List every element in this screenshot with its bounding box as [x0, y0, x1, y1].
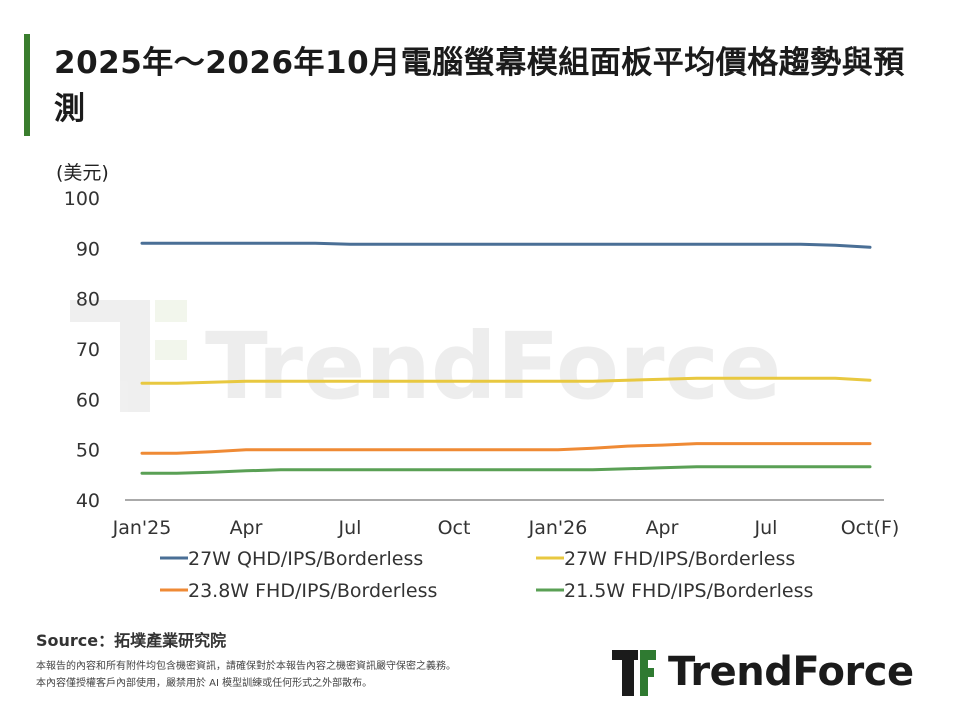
- watermark-logo-stem: [120, 322, 150, 412]
- watermark-logo-f-top: [155, 300, 187, 322]
- series-line-1: [140, 241, 872, 249]
- line-chart: TrendForce 40 50 60 70 80 90 100 Jan'25 Apr Jul O…: [64, 188, 900, 602]
- series-lines: [140, 241, 872, 475]
- x-tick-label: Jul: [338, 517, 362, 539]
- title-accent-bar: [24, 34, 30, 136]
- legend-label: 27W FHD/IPS/Borderless: [564, 548, 795, 570]
- y-tick-label: 90: [76, 238, 100, 260]
- x-tick-label: Apr: [230, 517, 263, 539]
- y-axis-unit-label: (美元): [56, 162, 109, 184]
- disclaimer-line-1: 本報告的內容和所有附件均包含機密資訊，請確保對於本報告內容之機密資訊嚴守保密之義…: [36, 661, 456, 672]
- y-tick-label: 80: [76, 289, 100, 311]
- x-tick-label: Oct(F): [841, 517, 900, 539]
- x-tick-label: Jul: [754, 517, 778, 539]
- y-tick-label: 70: [76, 339, 100, 361]
- x-tick-label: Apr: [646, 517, 679, 539]
- series-line-3: [140, 442, 872, 455]
- legend-label: 23.8W FHD/IPS/Borderless: [188, 580, 437, 602]
- x-tick-label: Jan'26: [528, 517, 588, 539]
- y-tick-label: 40: [76, 490, 100, 512]
- watermark-text: TrendForce: [205, 313, 781, 420]
- y-tick-label: 50: [76, 440, 100, 462]
- x-axis: Jan'25 Apr Jul Oct Jan'26 Apr Jul Oct(F): [112, 517, 900, 539]
- chart-title: 2025年～2026年10月電腦螢幕模組面板平均價格趨勢與預測: [54, 45, 905, 127]
- y-tick-label: 100: [64, 188, 100, 210]
- trendforce-logo: TrendForce: [612, 646, 932, 700]
- x-tick-label: Oct: [438, 517, 471, 539]
- disclaimer-line-2: 本內容僅授權客戶內部使用，嚴禁用於 AI 模型訓練或任何形式之外部散布。: [36, 678, 373, 689]
- y-tick-label: 60: [76, 389, 100, 411]
- series-line-2: [140, 376, 872, 385]
- source-note: Source：拓墣產業研究院: [36, 631, 227, 650]
- x-tick-label: Jan'25: [112, 517, 172, 539]
- watermark-logo-bar-top: [70, 300, 150, 322]
- y-axis: 40 50 60 70 80 90 100: [64, 188, 100, 512]
- watermark-logo-f-mid: [155, 340, 187, 360]
- series-line-4: [140, 465, 872, 475]
- legend-label: 21.5W FHD/IPS/Borderless: [564, 580, 813, 602]
- legend: 27W QHD/IPS/Borderless 27W FHD/IPS/Border…: [160, 548, 813, 602]
- trendforce-logo-mark: [612, 650, 656, 696]
- legend-label: 27W QHD/IPS/Borderless: [188, 548, 423, 570]
- trendforce-logo-text: TrendForce: [668, 649, 914, 695]
- watermark: TrendForce: [70, 300, 781, 420]
